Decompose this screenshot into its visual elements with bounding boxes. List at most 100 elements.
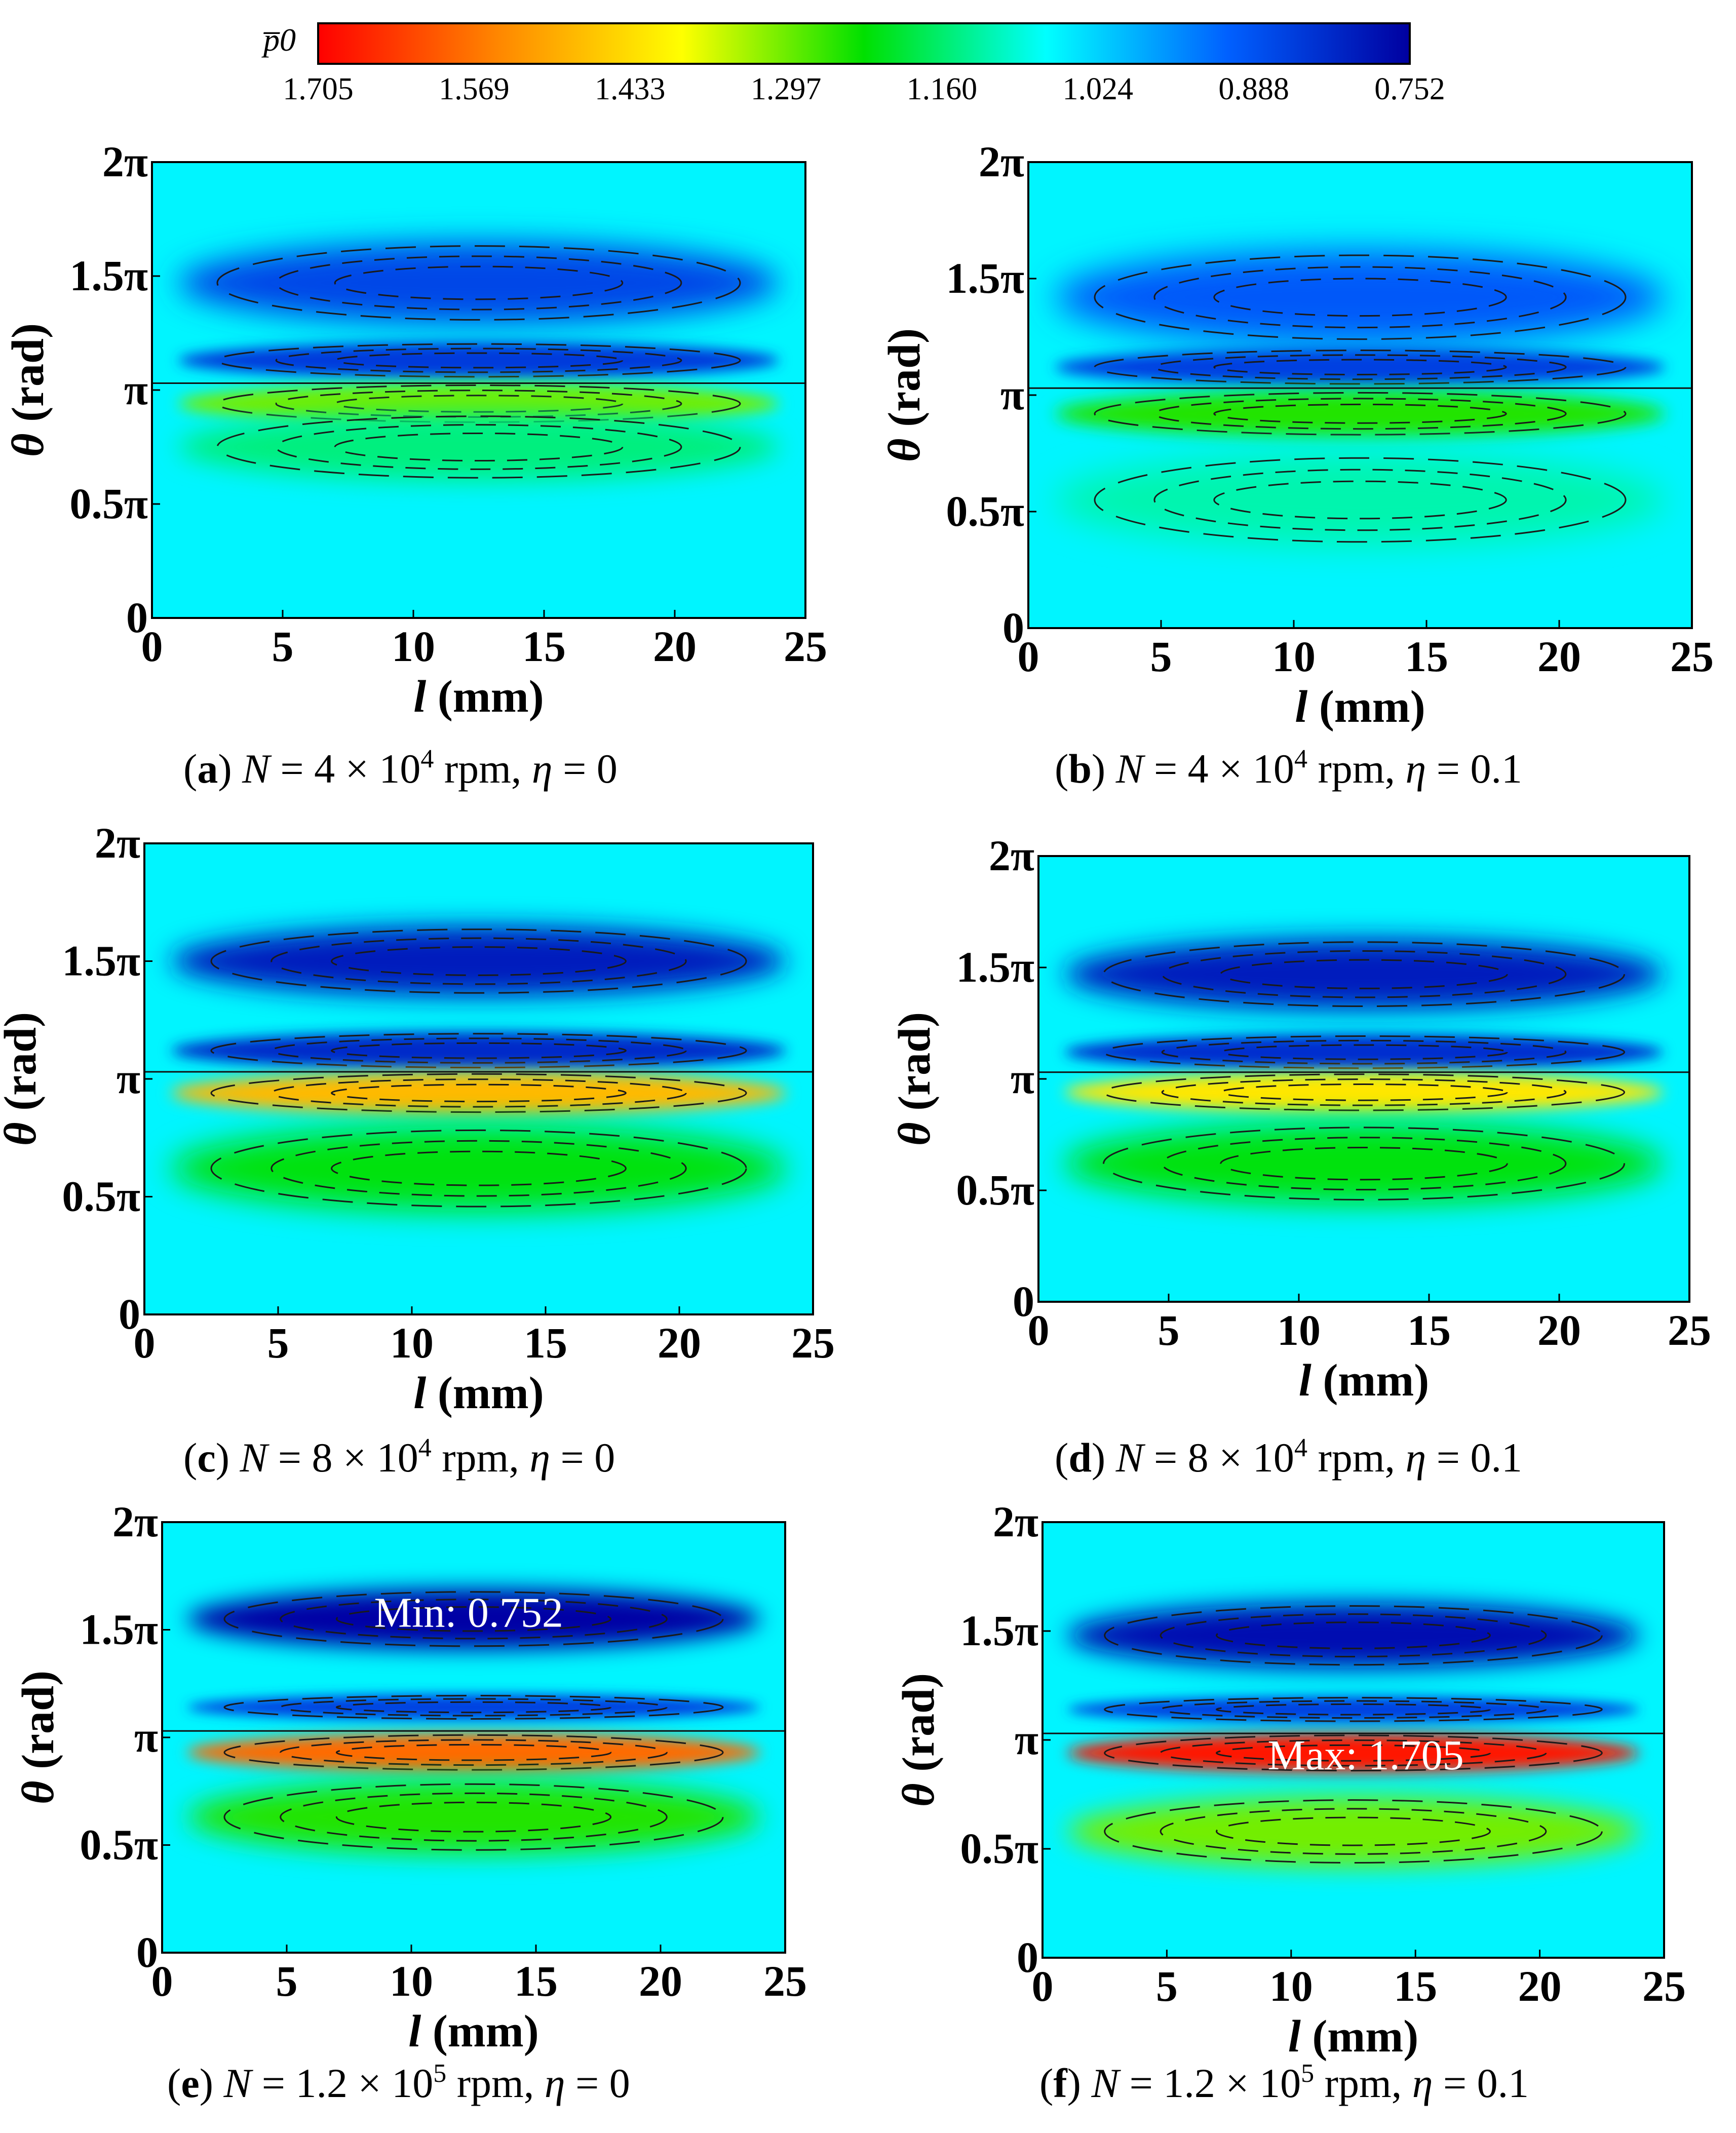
- panel-e: Min: 0.752 0 5 10 15 20 25 0 0.5π π 1.5π 2π l (mm) θ …: [13, 1497, 807, 2106]
- contour-line: [275, 347, 682, 373]
- x-tick-label: 5: [272, 622, 294, 671]
- pressure-band: [187, 1694, 760, 1720]
- x-tick-label: 15: [1407, 1306, 1451, 1354]
- colorbar-tick-label: 1.297: [751, 72, 822, 106]
- x-tick-label: 0: [1028, 1306, 1050, 1354]
- x-tick-label: 20: [653, 622, 697, 671]
- contour-line: [1160, 1808, 1547, 1855]
- colorbar-tick-label: 1.705: [283, 72, 354, 106]
- pressure-band: [1055, 250, 1666, 344]
- pressure-band: [171, 1126, 787, 1211]
- contour-line: [334, 265, 624, 300]
- y-tick-label: 0: [126, 593, 148, 642]
- x-tick-label: 5: [276, 1957, 298, 2005]
- pressure-band: [187, 1588, 760, 1649]
- y-tick-label: 1.5π: [956, 943, 1034, 991]
- y-axis-label: θ (rad): [0, 1012, 46, 1146]
- y-tick-label: 1.5π: [946, 254, 1024, 302]
- y-tick-label: 0: [1017, 1933, 1038, 1982]
- x-tick-label: 15: [514, 1957, 558, 2005]
- y-tick-label: 2π: [95, 819, 140, 867]
- y-tick-label: 0.5π: [80, 1820, 158, 1869]
- x-tick-label: 20: [639, 1957, 682, 2005]
- y-tick-label: π: [1000, 370, 1024, 419]
- y-tick-label: 0: [119, 1290, 140, 1338]
- colorbar-tick-label: 0.752: [1374, 72, 1445, 106]
- contour-line: [331, 1083, 627, 1103]
- pressure-band: [1055, 348, 1666, 386]
- contour-line: [280, 1599, 668, 1640]
- x-tick-label: 20: [658, 1318, 701, 1367]
- x-tick-label: 15: [524, 1318, 567, 1367]
- pressure-band: [1064, 1072, 1664, 1112]
- x-tick-label: 25: [1668, 1306, 1711, 1354]
- y-tick-label: π: [1015, 1715, 1038, 1764]
- colorbar-tick-label: 0.888: [1218, 72, 1289, 106]
- contour-line: [1153, 469, 1567, 531]
- contour-line: [271, 937, 687, 985]
- y-tick-label: 0.5π: [946, 487, 1024, 535]
- pressure-band: [187, 1733, 760, 1772]
- y-axis-label: θ (rad): [13, 1671, 63, 1804]
- contour-line: [1161, 1137, 1567, 1191]
- contour-line: [1220, 959, 1508, 989]
- x-tick-label: 25: [784, 622, 827, 671]
- panel-a: 0 5 10 15 20 25 0 0.5π π 1.5π 2π l (mm) θ (rad) (a) N…: [3, 137, 827, 792]
- contour-line: [280, 1698, 668, 1717]
- contour-line: [1103, 941, 1625, 1007]
- contour-line: [223, 1734, 724, 1771]
- contour-line: [335, 1701, 612, 1714]
- y-tick-label: 0: [1013, 1277, 1034, 1326]
- x-tick-label: 0: [141, 622, 163, 671]
- contour-line: [1161, 950, 1567, 998]
- contour-line: [271, 1078, 687, 1108]
- contour-line: [1216, 1621, 1491, 1649]
- panel-caption: (b) N = 4 × 104 rpm, η = 0.1: [1055, 745, 1522, 792]
- x-tick-label: 10: [1269, 1962, 1313, 2010]
- pressure-band: [1064, 1123, 1664, 1204]
- contour-line: [331, 1150, 627, 1186]
- y-axis-label: θ (rad): [879, 328, 930, 462]
- x-tick-label: 5: [1150, 632, 1172, 681]
- y-tick-label: 0: [1002, 603, 1024, 652]
- x-axis-label: l (mm): [408, 2006, 538, 2057]
- x-tick-label: 5: [1156, 1962, 1178, 2010]
- contour-line: [223, 1591, 724, 1647]
- contour-line: [1161, 1039, 1567, 1065]
- x-axis-label: l (mm): [1288, 2011, 1418, 2062]
- contour-line: [210, 1073, 747, 1113]
- x-tick-label: 10: [392, 622, 435, 671]
- y-axis-label: θ (rad): [890, 1012, 940, 1146]
- contour-line: [335, 1801, 612, 1833]
- y-tick-label: 2π: [989, 831, 1034, 880]
- panel-caption: (e) N = 1.2 × 105 rpm, η = 0: [167, 2059, 630, 2106]
- y-tick-label: 0: [136, 1928, 158, 1976]
- panel-f: Max: 1.705 0 5 10 15 20 25 0 0.5π π 1.5π 2π l (mm) θ …: [894, 1497, 1686, 2106]
- contour-line: [334, 352, 624, 369]
- y-tick-label: 0.5π: [69, 479, 148, 528]
- y-tick-label: 1.5π: [960, 1606, 1038, 1655]
- contour-line: [216, 245, 741, 321]
- contour-line: [1104, 1605, 1603, 1666]
- x-tick-label: 10: [1272, 632, 1316, 681]
- x-tick-label: 25: [1670, 632, 1714, 681]
- contour-line: [210, 1033, 747, 1069]
- contour-line: [1213, 278, 1507, 317]
- contour-line: [280, 1739, 668, 1766]
- contour-line: [1213, 480, 1507, 520]
- panel-caption: (d) N = 8 × 104 rpm, η = 0.1: [1055, 1433, 1522, 1481]
- x-tick-label: 20: [1537, 632, 1581, 681]
- contour-line: [1220, 1044, 1508, 1060]
- y-axis-label: θ (rad): [3, 323, 53, 457]
- colorbar-symbol: p̅0: [261, 22, 296, 58]
- contour-line: [223, 1695, 724, 1720]
- colorbar-gradient: [317, 22, 1411, 65]
- x-tick-label: 15: [522, 622, 566, 671]
- pressure-band: [1067, 1733, 1639, 1773]
- x-tick-label: 10: [390, 1957, 433, 2005]
- contour-line: [334, 395, 624, 413]
- y-tick-label: 0.5π: [960, 1824, 1038, 1873]
- pressure-band: [1064, 938, 1664, 1010]
- contour-line: [1216, 1703, 1491, 1716]
